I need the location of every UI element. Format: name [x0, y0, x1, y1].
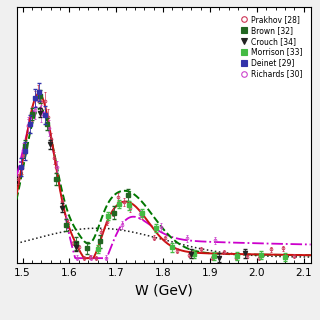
X-axis label: W (GeV): W (GeV): [135, 283, 192, 297]
Legend: Prakhov [28], Brown [32], Crouch [34], Morrison [33], Deinet [29], Richards [30]: Prakhov [28], Brown [32], Crouch [34], M…: [239, 13, 304, 80]
